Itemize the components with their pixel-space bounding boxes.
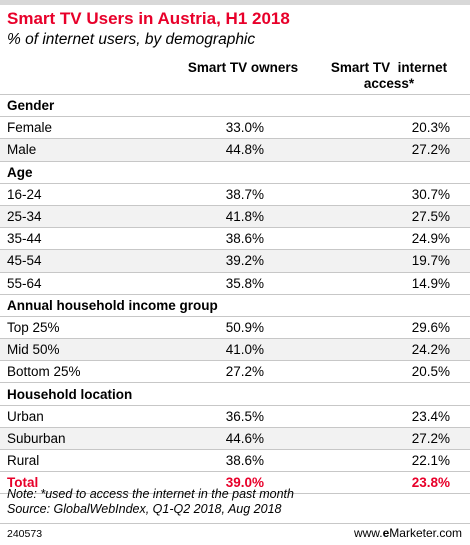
table-row: 25-34 41.8% 27.5% — [0, 204, 470, 228]
owners-value: 36.5% — [170, 404, 316, 428]
total-label: Total — [0, 471, 170, 495]
internet-access-value: 29.6% — [316, 315, 470, 339]
section-header: Gender — [0, 93, 470, 117]
section-spacer — [170, 93, 316, 117]
total-owners-value: 39.0% — [170, 471, 316, 495]
table-row: 35-44 38.6% 24.9% — [0, 227, 470, 250]
footer-rule — [0, 523, 470, 524]
column-header-internet-access: Smart TV internet access* — [330, 60, 448, 91]
row-label: Mid 50% — [0, 338, 170, 361]
row-label: 35-44 — [0, 227, 170, 250]
row-label: 25-34 — [0, 204, 170, 228]
table-row: Bottom 25% 27.2% 20.5% — [0, 360, 470, 383]
table-row: 55-64 35.8% 14.9% — [0, 271, 470, 295]
row-label: Top 25% — [0, 315, 170, 339]
owners-value: 39.2% — [170, 249, 316, 272]
row-label: Male — [0, 138, 170, 162]
row-label: 16-24 — [0, 182, 170, 206]
section-header: Age — [0, 160, 470, 184]
top-bar — [0, 0, 470, 5]
chart-id: 240573 — [7, 528, 43, 540]
section-label: Age — [0, 160, 170, 184]
internet-access-value: 24.2% — [316, 338, 470, 361]
row-label: Female — [0, 116, 170, 139]
table-row: 16-24 38.7% 30.7% — [0, 182, 470, 206]
internet-access-value: 14.9% — [316, 271, 470, 295]
section-label: Household location — [0, 382, 170, 406]
section-spacer — [170, 160, 316, 184]
owners-value: 50.9% — [170, 315, 316, 339]
table-row: Rural 38.6% 22.1% — [0, 448, 470, 472]
internet-access-value: 27.2% — [316, 426, 470, 450]
owners-value: 33.0% — [170, 116, 316, 139]
section-spacer — [316, 160, 470, 184]
data-table: Gender Female 33.0% 20.3% Male 44.8% 27.2% Age 1… — [0, 93, 470, 495]
owners-value: 44.8% — [170, 138, 316, 162]
owners-value: 27.2% — [170, 360, 316, 383]
table-row: 45-54 39.2% 19.7% — [0, 249, 470, 272]
table-row: Suburban 44.6% 27.2% — [0, 426, 470, 450]
internet-access-value: 22.1% — [316, 448, 470, 472]
owners-value: 41.0% — [170, 338, 316, 361]
chart-subtitle: % of internet users, by demographic — [7, 31, 256, 48]
internet-access-value: 19.7% — [316, 249, 470, 272]
section-header: Household location — [0, 382, 470, 406]
row-label: Rural — [0, 448, 170, 472]
internet-access-value: 27.5% — [316, 204, 470, 228]
source-text: Source: GlobalWebIndex, Q1-Q2 2018, Aug … — [7, 502, 282, 516]
internet-access-value: 20.3% — [316, 116, 470, 139]
table-row: Urban 36.5% 23.4% — [0, 404, 470, 428]
row-label: Urban — [0, 404, 170, 428]
table-row: Mid 50% 41.0% 24.2% — [0, 338, 470, 361]
table-row: Male 44.8% 27.2% — [0, 138, 470, 162]
section-spacer — [316, 382, 470, 406]
section-spacer — [170, 382, 316, 406]
owners-value: 44.6% — [170, 426, 316, 450]
row-label: Suburban — [0, 426, 170, 450]
owners-value: 41.8% — [170, 204, 316, 228]
section-label: Gender — [0, 93, 170, 117]
section-spacer — [170, 293, 316, 317]
total-internet-access-value: 23.8% — [316, 471, 470, 495]
section-spacer — [316, 93, 470, 117]
footnote: Note: *used to access the internet in th… — [7, 487, 294, 517]
section-spacer — [316, 293, 470, 317]
internet-access-value: 27.2% — [316, 138, 470, 162]
row-label: Bottom 25% — [0, 360, 170, 383]
brand-logo: www.eMarketer.com — [353, 526, 462, 540]
owners-value: 38.7% — [170, 182, 316, 206]
section-label: Annual household income group — [0, 293, 218, 317]
section-header: Annual household income group — [0, 293, 470, 317]
table-row: Top 25% 50.9% 29.6% — [0, 315, 470, 339]
owners-value: 38.6% — [170, 448, 316, 472]
chart-title: Smart TV Users in Austria, H1 2018 — [7, 9, 290, 28]
internet-access-value: 24.9% — [316, 227, 470, 250]
column-header-owners: Smart TV owners — [187, 60, 299, 75]
row-label: 45-54 — [0, 249, 170, 272]
table-row: Female 33.0% 20.3% — [0, 116, 470, 139]
row-label: 55-64 — [0, 271, 170, 295]
owners-value: 35.8% — [170, 271, 316, 295]
internet-access-value: 23.4% — [316, 404, 470, 428]
internet-access-value: 30.7% — [316, 182, 470, 206]
owners-value: 38.6% — [170, 227, 316, 250]
internet-access-value: 20.5% — [316, 360, 470, 383]
note-text: Note: *used to access the internet in th… — [7, 487, 294, 501]
total-row: Total 39.0% 23.8% — [0, 471, 470, 495]
